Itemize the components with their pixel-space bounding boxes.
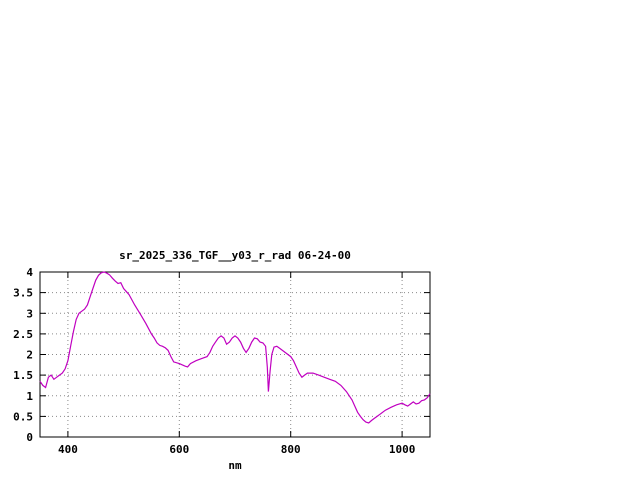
- svg-text:600: 600: [169, 443, 189, 456]
- svg-text:3.5: 3.5: [13, 287, 33, 300]
- svg-text:1: 1: [26, 390, 33, 403]
- svg-text:2: 2: [26, 349, 33, 362]
- chart-title: sr_2025_336_TGF__y03_r_rad 06-24-00: [119, 249, 351, 262]
- x-axis-label: nm: [228, 459, 242, 472]
- svg-text:2.5: 2.5: [13, 328, 33, 341]
- svg-text:0: 0: [26, 431, 33, 444]
- svg-text:3: 3: [26, 307, 33, 320]
- svg-text:0.5: 0.5: [13, 410, 33, 423]
- svg-text:400: 400: [58, 443, 78, 456]
- svg-text:4: 4: [26, 266, 33, 279]
- svg-text:1000: 1000: [389, 443, 416, 456]
- svg-text:1.5: 1.5: [13, 369, 33, 382]
- svg-text:800: 800: [281, 443, 301, 456]
